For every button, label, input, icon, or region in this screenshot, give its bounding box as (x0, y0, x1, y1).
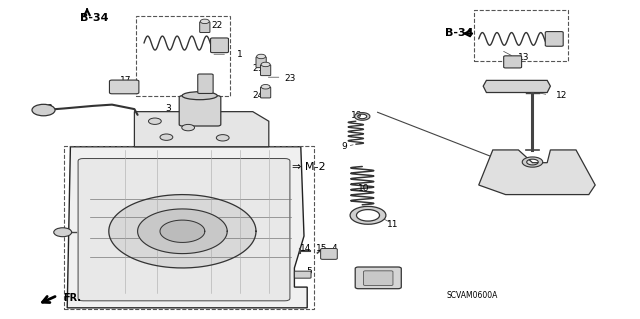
Circle shape (200, 19, 209, 24)
Bar (64, 146, 314, 309)
FancyBboxPatch shape (294, 271, 311, 278)
Text: 22: 22 (211, 21, 223, 30)
Text: 14: 14 (300, 244, 311, 253)
Text: 5: 5 (306, 267, 312, 276)
Text: 8: 8 (47, 104, 52, 113)
Text: 20: 20 (218, 137, 229, 145)
Polygon shape (138, 209, 227, 254)
Polygon shape (109, 195, 256, 268)
Circle shape (182, 124, 195, 131)
Text: 9: 9 (341, 142, 347, 151)
FancyBboxPatch shape (545, 32, 563, 46)
Circle shape (148, 118, 161, 124)
Text: 20: 20 (148, 117, 160, 126)
FancyBboxPatch shape (200, 22, 210, 33)
Text: B-34: B-34 (445, 28, 474, 39)
Text: B-34: B-34 (81, 12, 109, 23)
FancyBboxPatch shape (355, 267, 401, 289)
FancyBboxPatch shape (260, 65, 271, 76)
Text: ⇒ M-2: ⇒ M-2 (292, 161, 326, 172)
Circle shape (160, 134, 173, 140)
Circle shape (216, 135, 229, 141)
Text: 24: 24 (253, 91, 264, 100)
Bar (474, 10, 568, 61)
FancyBboxPatch shape (260, 87, 271, 98)
FancyBboxPatch shape (364, 271, 393, 286)
Text: 11: 11 (387, 220, 399, 229)
Polygon shape (483, 80, 550, 93)
FancyBboxPatch shape (256, 57, 266, 68)
Polygon shape (160, 220, 205, 242)
Polygon shape (134, 112, 269, 147)
Circle shape (257, 54, 266, 59)
Text: 3: 3 (165, 104, 171, 113)
Text: SCVAM0600A: SCVAM0600A (447, 291, 498, 300)
Circle shape (54, 228, 72, 237)
Text: FR.: FR. (63, 293, 81, 303)
FancyBboxPatch shape (179, 96, 221, 126)
Ellipse shape (182, 92, 218, 100)
Polygon shape (67, 147, 307, 308)
Text: 1: 1 (237, 50, 243, 59)
FancyBboxPatch shape (109, 80, 139, 94)
Circle shape (261, 85, 270, 89)
Circle shape (32, 104, 55, 116)
Text: 17: 17 (120, 76, 132, 85)
Text: 2: 2 (178, 125, 184, 134)
FancyBboxPatch shape (78, 159, 290, 301)
Text: 12: 12 (556, 91, 567, 100)
Text: 18: 18 (159, 136, 170, 145)
Bar (136, 16, 230, 96)
Text: 16: 16 (556, 162, 567, 171)
Text: 10: 10 (358, 184, 370, 193)
FancyBboxPatch shape (211, 38, 228, 53)
Polygon shape (479, 150, 595, 195)
Text: 4: 4 (332, 244, 337, 253)
Text: 21: 21 (253, 64, 264, 73)
Text: 13: 13 (518, 53, 530, 62)
Text: 15: 15 (316, 244, 327, 253)
Circle shape (261, 62, 270, 67)
Text: 7: 7 (58, 228, 63, 237)
FancyBboxPatch shape (504, 56, 522, 68)
FancyBboxPatch shape (321, 249, 337, 259)
Text: 23: 23 (285, 74, 296, 83)
Text: 6: 6 (396, 267, 401, 276)
FancyBboxPatch shape (198, 74, 213, 93)
Text: 19: 19 (351, 111, 362, 120)
